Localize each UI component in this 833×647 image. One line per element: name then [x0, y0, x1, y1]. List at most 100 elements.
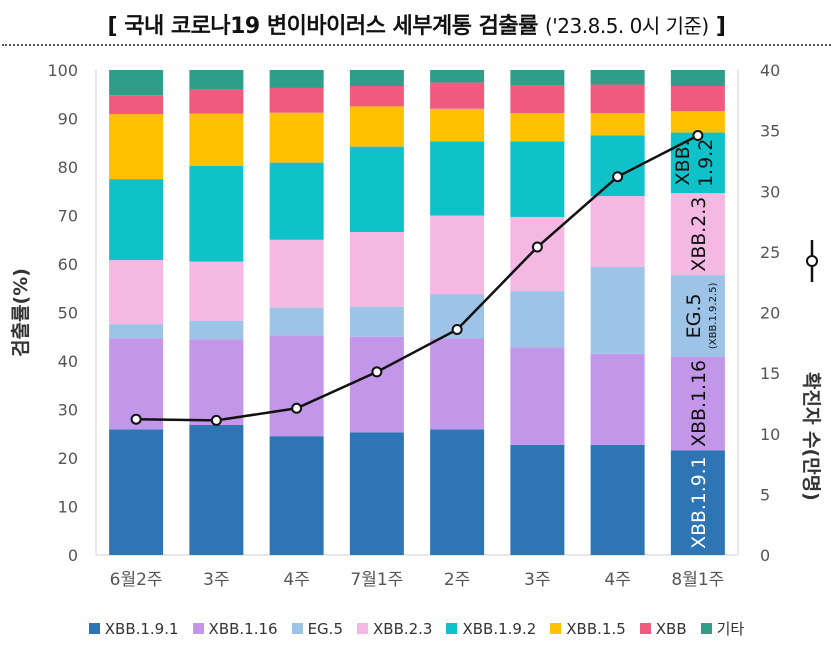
- bar-segment: [349, 231, 404, 307]
- legend-item: XBB.1.16: [192, 618, 278, 639]
- bar-segment: [269, 239, 324, 308]
- legend-swatch: [357, 623, 368, 634]
- bar-segment: [269, 70, 324, 88]
- bar-segment: [430, 215, 485, 295]
- bar-segment: [590, 266, 645, 354]
- bar-segment: [189, 89, 244, 114]
- bar-segment: [510, 85, 565, 114]
- bar-segment: [269, 436, 324, 555]
- y2-tick-label: 5: [760, 485, 770, 504]
- bar-segment: [109, 260, 164, 325]
- bar-label: XBB.1.16: [688, 360, 710, 447]
- bar-segment: [670, 70, 725, 87]
- legend-label: XBB.2.3: [373, 619, 433, 638]
- cases-point: [371, 366, 383, 378]
- combo-chart: 0 10 20 30 40 50 60 70 80 90 100 0 5 10 15 20 25 30 35 40 검출…: [10, 61, 823, 590]
- bar-segment: [349, 306, 404, 337]
- cases-point: [612, 171, 624, 183]
- y-tick-label: 40: [58, 352, 78, 371]
- y-tick-label: 90: [58, 110, 78, 129]
- bar-segment: [109, 324, 164, 339]
- bar-segment: [590, 444, 645, 555]
- bar-segment: [590, 196, 645, 267]
- cases-point: [210, 414, 222, 426]
- x-tick-label: 7월1주: [350, 570, 403, 590]
- bar-label: XBB.1.9.1: [689, 456, 710, 548]
- bar-segment: [670, 86, 725, 112]
- x-tick-label: 3주: [524, 570, 550, 590]
- y2-tick-label: 35: [760, 122, 780, 141]
- y2-tick-label: 20: [760, 304, 780, 323]
- bar-segment: [670, 193, 725, 276]
- legend-label: EG.5: [307, 619, 343, 638]
- legend-label: XBB.1.16: [208, 619, 278, 638]
- legend-swatch: [88, 623, 100, 634]
- bar-segment: [430, 429, 485, 555]
- y-tick-label: 80: [58, 158, 78, 177]
- legend-item: XBB: [639, 618, 687, 639]
- legend-item: XBB.1.5: [550, 618, 626, 639]
- y2-tick-label: 10: [760, 425, 780, 444]
- cases-point: [291, 402, 303, 414]
- bar-segment: [269, 307, 324, 336]
- bar-segment: [109, 114, 164, 180]
- legend-label: XBB: [655, 619, 687, 638]
- bar-segment: [590, 70, 645, 85]
- cases-point: [130, 413, 142, 425]
- y2-tick-label: 25: [760, 243, 780, 262]
- bar-segment: [670, 111, 725, 133]
- cases-point: [692, 129, 704, 141]
- y2-tick-label: 40: [760, 61, 780, 80]
- bar-segment: [109, 429, 164, 555]
- bar-segment: [349, 432, 404, 555]
- bar-segment: [269, 335, 324, 437]
- title-main: [ 국내 코로나19 변이바이러스 세부계통 검출률: [107, 14, 539, 39]
- bar-segment: [109, 95, 164, 115]
- bar-segment: [430, 82, 485, 109]
- bar-segment: [590, 84, 645, 114]
- bar-segment: [590, 113, 645, 136]
- bar-label: 1.9.2: [695, 139, 717, 187]
- chart-title: [ 국내 코로나19 변이바이러스 세부계통 검출률 ('23.8.5. 0시 …: [0, 8, 833, 40]
- legend-swatch: [192, 623, 204, 634]
- cases-point: [451, 323, 463, 335]
- bar-segment: [189, 261, 244, 321]
- legend-item: 기타: [700, 618, 744, 639]
- bar-segment: [510, 70, 565, 86]
- bar-segment: [510, 444, 565, 555]
- bar-label: XBB.2.3: [688, 197, 710, 272]
- title-divider: [2, 44, 831, 46]
- legend-item: EG.5: [291, 618, 343, 639]
- y-tick-label: 10: [58, 498, 78, 517]
- bar-segment: [670, 450, 725, 555]
- bar-segment: [189, 113, 244, 167]
- title-note: ('23.8.5. 0시 기준): [545, 14, 709, 38]
- bar-segment: [670, 356, 725, 451]
- bar-segment: [670, 275, 725, 357]
- y-tick-label: 70: [58, 207, 78, 226]
- y2-tick-label: 15: [760, 364, 780, 383]
- cases-point: [531, 241, 543, 253]
- bar-segment: [189, 425, 244, 555]
- y-tick-label: 50: [58, 304, 78, 323]
- y2-axis-title-group: 확진자 수(만명): [800, 240, 823, 501]
- y2-tick-label: 0: [760, 546, 770, 565]
- bar-segment: [430, 70, 485, 83]
- y2-axis-title: 확진자 수(만명): [800, 372, 823, 501]
- bar-segment: [109, 70, 164, 96]
- legend-item: XBB.1.9.2: [446, 618, 536, 639]
- bar-segment: [349, 70, 404, 87]
- bar-segment: [109, 179, 164, 261]
- y-axis-title: 검출률(%): [10, 268, 32, 357]
- legend-label: XBB.1.5: [566, 619, 626, 638]
- bar-segment: [430, 141, 485, 216]
- legend-swatch: [291, 623, 303, 634]
- bar-segment: [349, 106, 404, 147]
- bar-segment: [510, 347, 565, 445]
- x-tick-label: 4주: [283, 570, 309, 590]
- bar-segment: [349, 86, 404, 107]
- bar-segment: [670, 132, 725, 194]
- bar-segment: [189, 166, 244, 262]
- bar-segment: [189, 320, 244, 340]
- bar-segment: [269, 87, 324, 113]
